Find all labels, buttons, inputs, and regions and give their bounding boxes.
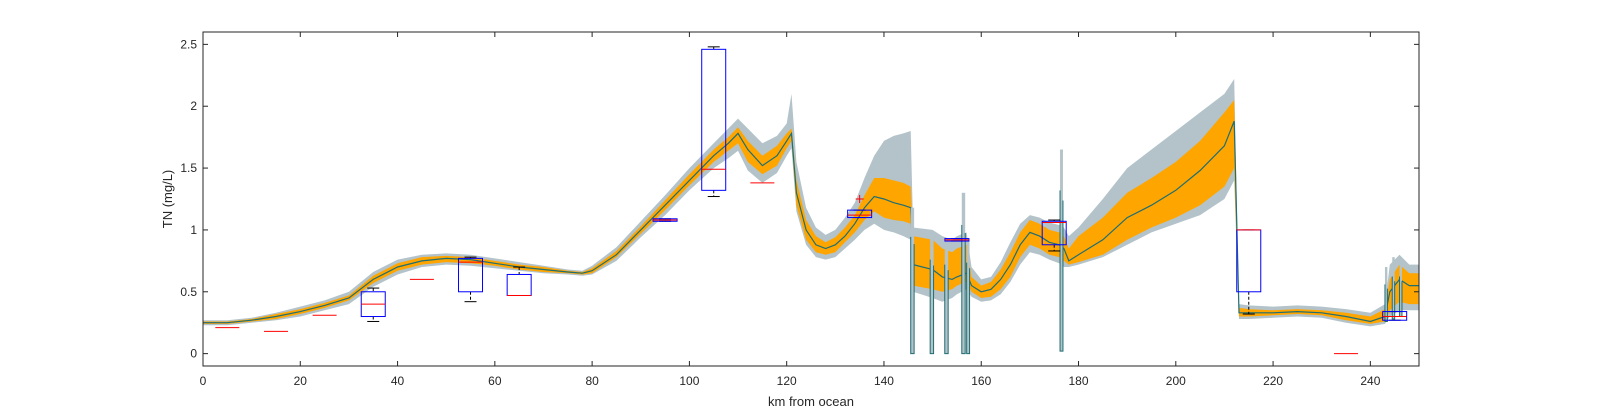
boxplot <box>458 256 484 303</box>
spike-line <box>961 224 966 355</box>
x-axis-label: km from ocean <box>768 394 854 409</box>
box-iqr <box>701 48 727 191</box>
plot-area <box>203 46 1419 355</box>
y-tick-label: 2 <box>190 99 197 113</box>
spike-band <box>930 236 934 354</box>
spike-band <box>966 239 970 354</box>
spike-band <box>910 207 915 354</box>
boxplot <box>701 46 727 198</box>
spike-line <box>966 262 971 355</box>
boxplot <box>847 209 873 219</box>
y-axis-label: TN (mg/L) <box>160 170 175 229</box>
boxplot-layer <box>360 46 1408 322</box>
x-tick-label: 20 <box>294 374 308 388</box>
y-tick-label: 2.5 <box>180 37 197 51</box>
x-tick-label: 160 <box>971 374 991 388</box>
x-tick-label: 140 <box>874 374 894 388</box>
box-iqr <box>458 257 484 293</box>
boxplot <box>506 266 532 296</box>
y-axis-ticks: 0 0.5 1 1.5 2 2.5 <box>180 37 1419 361</box>
box-iqr <box>1041 220 1067 246</box>
box-iqr <box>1382 311 1408 321</box>
spike-band <box>944 242 949 354</box>
spike-band <box>1384 267 1388 322</box>
observation-layer <box>215 182 1359 355</box>
spike-line <box>1391 276 1396 320</box>
median-line-layer <box>203 120 1419 324</box>
spike-line <box>929 259 935 355</box>
boxplot <box>1382 311 1408 321</box>
x-tick-label: 60 <box>488 374 502 388</box>
boxplot <box>1041 219 1067 252</box>
x-tick-label: 220 <box>1263 374 1283 388</box>
x-tick-label: 180 <box>1069 374 1089 388</box>
spike-line <box>1384 284 1388 322</box>
x-tick-label: 100 <box>679 374 699 388</box>
y-tick-label: 1.5 <box>180 161 197 175</box>
x-tick-label: 120 <box>777 374 797 388</box>
box-iqr <box>847 209 873 219</box>
x-axis-ticks: 0 20 40 60 80 100 120 140 160 180 200 220 240 <box>200 32 1381 388</box>
x-tick-label: 200 <box>1166 374 1186 388</box>
spike-band <box>1060 149 1063 352</box>
spike-layer <box>910 149 1403 355</box>
x-tick-label: 40 <box>391 374 405 388</box>
spike-line <box>910 236 915 355</box>
boxplot <box>652 218 678 222</box>
x-tick-label: 240 <box>1360 374 1380 388</box>
y-tick-label: 1 <box>190 223 197 237</box>
spike-band <box>961 192 966 354</box>
boxplot <box>944 238 970 242</box>
boxplot <box>360 287 386 322</box>
axes-frame <box>202 31 1420 367</box>
spike-line <box>1059 190 1064 352</box>
spike-band <box>1392 257 1395 319</box>
y-tick-label: 0 <box>190 347 197 361</box>
spike-line <box>944 264 949 355</box>
x-tick-label: 0 <box>200 374 207 388</box>
y-tick-label: 0.5 <box>180 285 197 299</box>
spike-band <box>1399 257 1402 317</box>
outlier-marker <box>855 195 864 203</box>
inner-range-band <box>203 100 1419 324</box>
x-tick-label: 80 <box>585 374 599 388</box>
inner-band-layer <box>203 100 1419 324</box>
boxplot <box>1236 229 1262 315</box>
median-line <box>203 120 1419 324</box>
